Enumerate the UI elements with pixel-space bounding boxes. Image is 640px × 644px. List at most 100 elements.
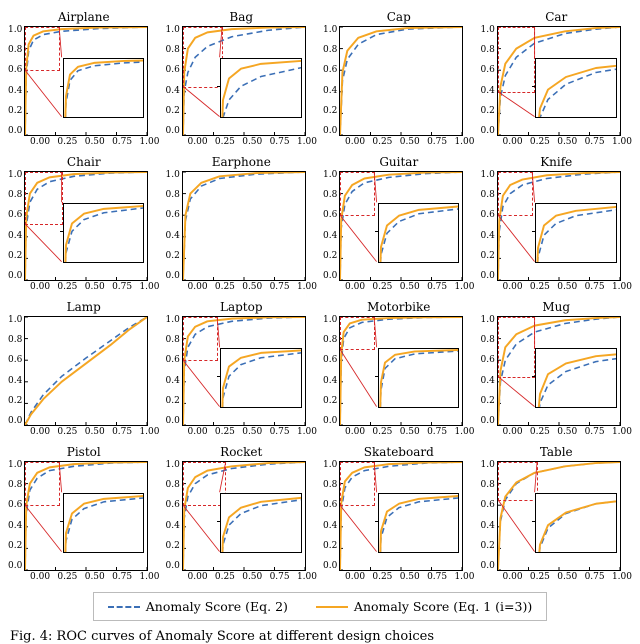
inset-plot xyxy=(63,493,145,554)
panel-cap: Cap 1.00.80.60.40.20.0 0.000.250.500.751.0… xyxy=(323,10,475,147)
plot-area xyxy=(24,316,148,426)
panel-earphone: Earphone1.00.80.60.40.20.00.000.250.500.… xyxy=(166,155,318,292)
zoom-region-box xyxy=(498,172,533,216)
legend-item-s1: Anomaly Score (Eq. 2) xyxy=(108,599,288,614)
plot-area xyxy=(339,316,463,426)
panel-airplane: Airplane 1.00.80.60.40.20.0 0.000.250.500.… xyxy=(8,10,160,147)
x-tick-labels: 0.000.250.500.751.00 xyxy=(188,138,318,147)
inset-plot xyxy=(220,58,302,119)
panel-lamp: Lamp1.00.80.60.40.20.00.000.250.500.751.… xyxy=(8,300,160,437)
y-tick-labels: 1.00.80.60.40.20.0 xyxy=(323,26,339,136)
x-tick-labels: 0.000.250.500.751.00 xyxy=(503,428,633,437)
plot-area xyxy=(497,26,621,136)
panel-laptop: Laptop 1.00.80.60.40.20.0 0.000.250.500.75… xyxy=(166,300,318,437)
zoom-region-box xyxy=(340,172,375,216)
zoom-region-box xyxy=(25,27,60,71)
panel-title: Airplane xyxy=(8,10,160,24)
y-tick-labels: 1.00.80.60.40.20.0 xyxy=(323,461,339,571)
x-tick-labels: 0.000.250.500.751.00 xyxy=(30,138,160,147)
x-tick-labels: 0.000.250.500.751.00 xyxy=(503,573,633,582)
inset-plot xyxy=(535,203,617,264)
x-tick-labels: 0.000.250.500.751.00 xyxy=(30,283,160,292)
zoom-region-box xyxy=(183,27,223,88)
panel-mug: Mug 1.00.80.60.40.20.0 0.000.250.500.751.0… xyxy=(481,300,633,437)
y-tick-labels: 1.00.80.60.40.20.0 xyxy=(481,461,497,571)
plot-area xyxy=(182,26,306,136)
y-tick-labels: 1.00.80.60.40.20.0 xyxy=(323,316,339,426)
zoom-region-box xyxy=(340,462,375,506)
inset-plot xyxy=(220,348,302,409)
panel-title: Guitar xyxy=(323,155,475,169)
zoom-region-box xyxy=(25,172,62,225)
y-tick-labels: 1.00.80.60.40.20.0 xyxy=(166,171,182,281)
inset-plot xyxy=(378,348,460,409)
panel-title: Earphone xyxy=(166,155,318,169)
legend-swatch-s1 xyxy=(108,606,140,608)
legend-item-s2: Anomaly Score (Eq. 1 (i=3)) xyxy=(316,599,532,614)
panel-rocket: Rocket1.00.80.60.40.20.00.000.250.500.75… xyxy=(166,445,318,582)
y-tick-labels: 1.00.80.60.40.20.0 xyxy=(323,171,339,281)
inset-plot xyxy=(378,203,460,264)
plot-area xyxy=(182,316,306,426)
panel-title: Chair xyxy=(8,155,160,169)
panel-skateboard: Skateboard 1.00.80.60.40.20.0 0.000.250.50… xyxy=(323,445,475,582)
plot-area xyxy=(339,26,463,136)
inset-plot xyxy=(535,58,617,119)
plot-area xyxy=(497,171,621,281)
panel-title: Skateboard xyxy=(323,445,475,459)
figure-caption: Fig. 4: ROC curves of Anomaly Score at d… xyxy=(8,629,632,644)
x-tick-labels: 0.000.250.500.751.00 xyxy=(345,428,475,437)
panel-table: Table 1.00.80.60.40.20.0 0.000.250.500.751… xyxy=(481,445,633,582)
y-tick-labels: 1.00.80.60.40.20.0 xyxy=(8,461,24,571)
zoom-region-box xyxy=(498,462,538,501)
legend-swatch-s2 xyxy=(316,606,348,608)
panel-title: Table xyxy=(481,445,633,459)
panel-title: Mug xyxy=(481,300,633,314)
inset-plot xyxy=(378,493,460,554)
panel-bag: Bag1.00.80.60.40.20.00.000.250.500.751.0… xyxy=(166,10,318,147)
y-tick-labels: 1.00.80.60.40.20.0 xyxy=(481,171,497,281)
x-tick-labels: 0.000.250.500.751.00 xyxy=(345,573,475,582)
plot-area xyxy=(182,171,306,281)
panel-title: Cap xyxy=(323,10,475,24)
legend: Anomaly Score (Eq. 2) Anomaly Score (Eq.… xyxy=(93,592,547,621)
panel-title: Car xyxy=(481,10,633,24)
y-tick-labels: 1.00.80.60.40.20.0 xyxy=(166,26,182,136)
zoom-region-box xyxy=(25,462,60,506)
y-tick-labels: 1.00.80.60.40.20.0 xyxy=(8,26,24,136)
y-tick-labels: 1.00.80.60.40.20.0 xyxy=(8,171,24,281)
roc-grid: Airplane 1.00.80.60.40.20.0 0.000.250.500.… xyxy=(8,10,632,582)
inset-plot xyxy=(63,203,145,264)
panel-title: Pistol xyxy=(8,445,160,459)
zoom-region-box xyxy=(498,27,535,93)
panel-motorbike: Motorbike 1.00.80.60.40.20.0 0.000.250.500… xyxy=(323,300,475,437)
plot-area xyxy=(182,461,306,571)
x-tick-labels: 0.000.250.500.751.00 xyxy=(345,138,475,147)
x-tick-labels: 0.000.250.500.751.00 xyxy=(30,428,160,437)
zoom-region-box xyxy=(498,317,535,378)
y-tick-labels: 1.00.80.60.40.20.0 xyxy=(8,316,24,426)
panel-knife: Knife1.00.80.60.40.20.00.000.250.500.751… xyxy=(481,155,633,292)
panel-guitar: Guitar 1.00.80.60.40.20.0 0.000.250.500.75… xyxy=(323,155,475,292)
inset-plot xyxy=(220,493,302,554)
inset-plot xyxy=(535,348,617,409)
y-tick-labels: 1.00.80.60.40.20.0 xyxy=(166,461,182,571)
x-tick-labels: 0.000.250.500.751.00 xyxy=(503,138,633,147)
plot-area xyxy=(339,171,463,281)
panel-title: Motorbike xyxy=(323,300,475,314)
legend-label-s2: Anomaly Score (Eq. 1 (i=3)) xyxy=(354,599,532,614)
y-tick-labels: 1.00.80.60.40.20.0 xyxy=(481,316,497,426)
x-tick-labels: 0.000.250.500.751.00 xyxy=(503,283,633,292)
y-tick-labels: 1.00.80.60.40.20.0 xyxy=(166,316,182,426)
panel-title: Laptop xyxy=(166,300,318,314)
x-tick-labels: 0.000.250.500.751.00 xyxy=(345,283,475,292)
plot-area xyxy=(24,461,148,571)
y-tick-labels: 1.00.80.60.40.20.0 xyxy=(481,26,497,136)
x-tick-labels: 0.000.250.500.751.00 xyxy=(188,428,318,437)
inset-plot xyxy=(63,58,145,119)
x-tick-labels: 0.000.250.500.751.00 xyxy=(188,573,318,582)
plot-area xyxy=(497,461,621,571)
x-tick-labels: 0.000.250.500.751.00 xyxy=(30,573,160,582)
zoom-region-box xyxy=(340,317,375,350)
panel-pistol: Pistol 1.00.80.60.40.20.0 0.000.250.500.75… xyxy=(8,445,160,582)
